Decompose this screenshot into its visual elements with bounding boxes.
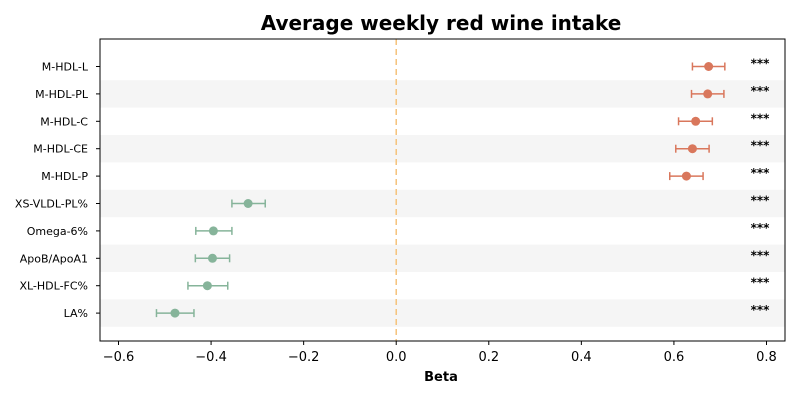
beta-point (243, 199, 253, 208)
beta-point (207, 253, 217, 263)
y-tick-label: M-HDL-CE (33, 143, 88, 156)
data-rows: *** *** *** *** *** *** *** *** *** *** (155, 57, 771, 318)
x-tick-label: 0.4 (571, 350, 592, 365)
y-tick-label: M-HDL-L (42, 61, 89, 74)
significance-label: *** (751, 166, 771, 180)
significance-label: *** (751, 276, 771, 290)
row-m-hdl-p: *** (669, 166, 771, 181)
y-tick-label: M-HDL-C (40, 115, 88, 128)
beta-point (703, 89, 713, 99)
beta-point (687, 144, 697, 154)
row-band (100, 299, 785, 327)
plot-frame (99, 38, 786, 342)
row-apob-apoa1: *** (194, 248, 771, 263)
y-tick-label: Omega-6% (27, 225, 88, 238)
beta-point (208, 226, 218, 236)
row-xl-hdl-fc-: *** (187, 276, 771, 291)
row-m-hdl-c: *** (677, 111, 771, 126)
beta-point (691, 116, 701, 126)
significance-label: *** (751, 111, 771, 125)
x-tick-label: −0.6 (103, 350, 135, 365)
x-tick-label: 0.0 (386, 350, 407, 365)
row-la-: *** (155, 303, 771, 318)
y-tick-label: LA% (64, 307, 88, 320)
significance-label: *** (751, 84, 771, 98)
x-tick-label: 0.8 (756, 350, 777, 365)
y-axis: M-HDL-L M-HDL-PL M-HDL-C M-HDL-CE M-HDL-P XS-… (15, 61, 100, 320)
y-tick-label: XS-VLDL-PL% (15, 198, 88, 211)
significance-label: *** (751, 139, 771, 153)
significance-label: *** (751, 57, 771, 71)
chart-title: Average weekly red wine intake (261, 11, 622, 35)
row-band (100, 189, 785, 218)
row-band (100, 80, 785, 108)
y-tick-label: M-HDL-P (41, 170, 88, 183)
x-axis-label: Beta (424, 370, 458, 385)
row-band (100, 135, 785, 163)
y-tick-label: M-HDL-PL (35, 88, 89, 101)
x-tick-label: 0.6 (664, 350, 685, 365)
row-m-hdl-ce: *** (675, 139, 771, 154)
significance-label: *** (751, 221, 771, 235)
x-tick-label: −0.4 (195, 350, 227, 365)
beta-point (681, 171, 691, 181)
beta-point (704, 62, 714, 71)
beta-point (202, 281, 212, 291)
row-omega-6-: *** (195, 221, 771, 236)
row-bands (100, 80, 785, 327)
row-m-hdl-l: *** (691, 57, 771, 71)
y-tick-label: ApoB/ApoA1 (20, 252, 88, 265)
y-tick-label: XL-HDL-FC% (19, 280, 88, 293)
row-m-hdl-pl: *** (690, 84, 771, 99)
beta-point (170, 308, 180, 318)
x-tick-label: −0.2 (288, 350, 320, 365)
significance-label: *** (751, 303, 771, 317)
row-xs-vldl-pl-: *** (231, 194, 771, 208)
x-axis: −0.6 −0.4 −0.2 0.0 0.2 0.4 0.6 0.8 (103, 341, 777, 365)
significance-label: *** (751, 194, 771, 208)
x-tick-label: 0.2 (478, 350, 499, 365)
significance-label: *** (751, 248, 771, 262)
